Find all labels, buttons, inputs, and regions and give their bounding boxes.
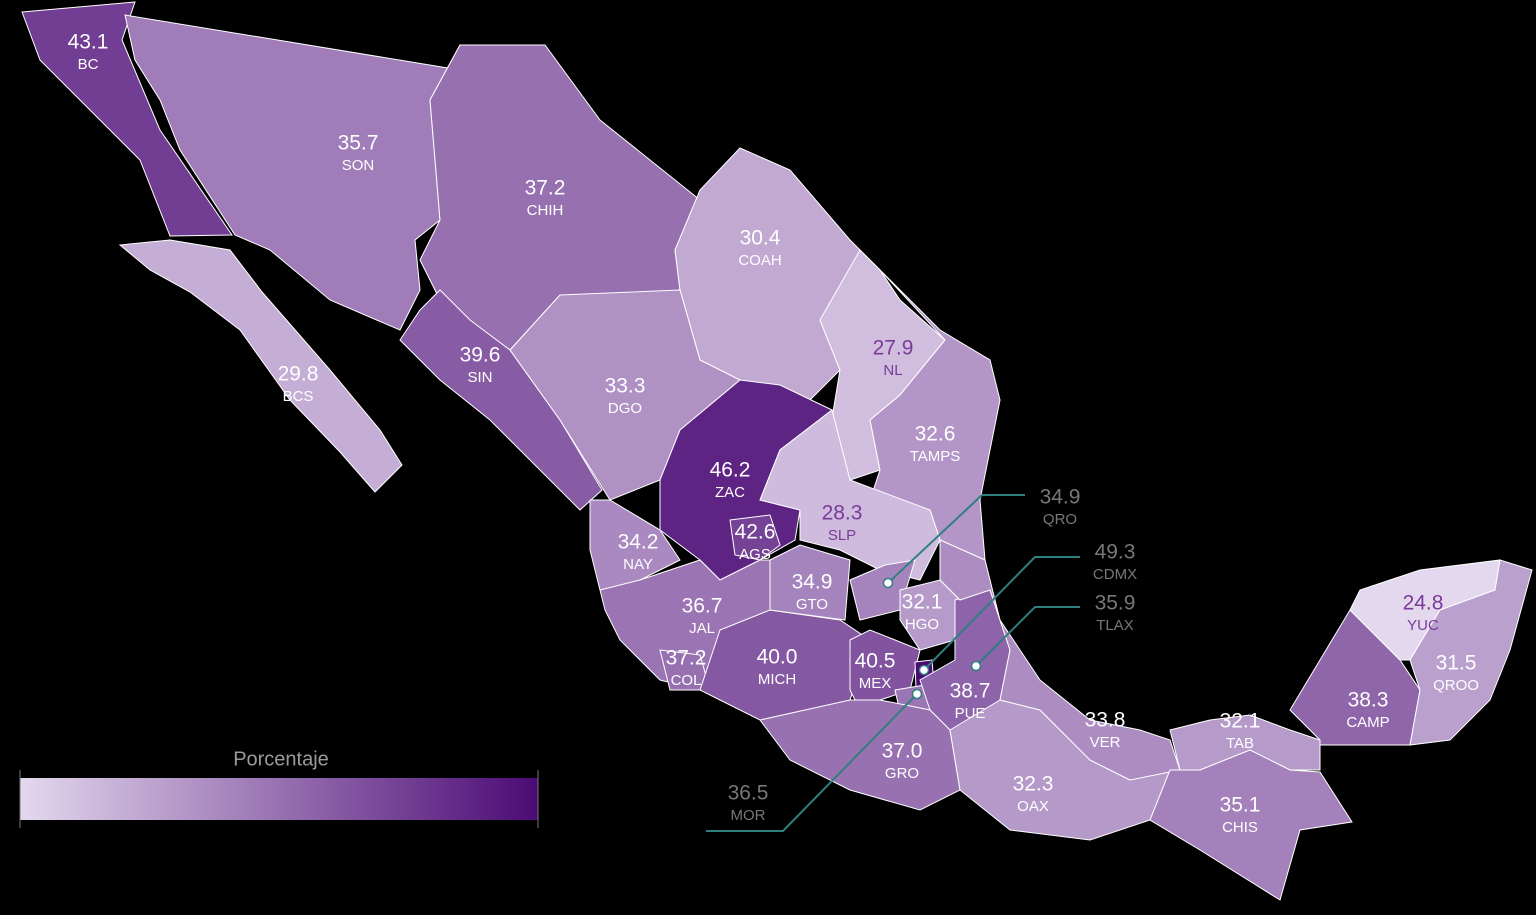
state — [759, 409, 941, 581]
state-abbr: CDMX — [1093, 566, 1137, 583]
state-value: 40.0 — [757, 646, 798, 669]
state — [399, 289, 603, 511]
state — [939, 539, 1181, 781]
state-abbr: QRO — [1043, 511, 1077, 528]
legend-bar — [20, 778, 538, 820]
callout-line — [975, 606, 1080, 667]
legend-title: Porcentaje — [233, 748, 329, 770]
state-abbr: VER — [1090, 734, 1121, 751]
callout-dot — [918, 664, 930, 676]
state-value: 32.3 — [1013, 773, 1054, 796]
state-abbr: NAY — [623, 556, 653, 573]
state-value: 28.3 — [822, 502, 863, 525]
state-abbr: COAH — [738, 252, 781, 269]
state-abbr: HGO — [905, 616, 939, 633]
state-value: 36.7 — [682, 595, 723, 618]
state-value: 34.9 — [1040, 486, 1081, 509]
callout-line — [706, 693, 918, 832]
state-value: 36.5 — [728, 782, 769, 805]
state-abbr: YUC — [1407, 617, 1439, 634]
state-abbr: MICH — [758, 671, 796, 688]
state-abbr: TAMPS — [910, 448, 961, 465]
state — [1149, 749, 1353, 901]
state-abbr: SON — [342, 157, 375, 174]
callout-dot — [970, 660, 982, 672]
state-abbr: JAL — [689, 620, 715, 637]
state-value: 34.2 — [618, 531, 659, 554]
state-abbr: GRO — [885, 765, 919, 782]
state-value: 46.2 — [710, 459, 751, 482]
state-value: 31.5 — [1436, 652, 1477, 675]
state-value: 40.5 — [855, 650, 896, 673]
state-value: 35.9 — [1095, 592, 1136, 615]
state-abbr: QROO — [1433, 677, 1479, 694]
state-value: 30.4 — [740, 227, 781, 250]
state-value: 38.3 — [1348, 689, 1389, 712]
state-abbr: SIN — [467, 369, 492, 386]
state-value: 27.9 — [873, 337, 914, 360]
state-value: 43.1 — [68, 31, 109, 54]
state-abbr: AGS — [739, 546, 771, 563]
state-abbr: MEX — [859, 675, 892, 692]
state-value: 37.0 — [882, 740, 923, 763]
state-value: 24.8 — [1403, 592, 1444, 615]
state-abbr: GTO — [796, 596, 828, 613]
state-value: 35.7 — [338, 132, 379, 155]
state — [759, 699, 961, 811]
state-value: 38.7 — [950, 680, 991, 703]
state — [729, 514, 781, 561]
callout-dot — [882, 577, 894, 589]
state — [1409, 559, 1533, 746]
state-abbr: CHIS — [1222, 819, 1258, 836]
state-value: 29.8 — [278, 363, 319, 386]
state-value: 35.1 — [1220, 794, 1261, 817]
callout-dot — [911, 688, 923, 700]
state-abbr: CAMP — [1346, 714, 1389, 731]
state-abbr: COL — [671, 672, 702, 689]
state-value: 32.1 — [902, 591, 943, 614]
state-value: 49.3 — [1095, 541, 1136, 564]
state — [659, 379, 833, 581]
state-abbr: NL — [883, 362, 902, 379]
labels: 43.1 BC 29.8 BCS 35.7 SON 37.2 CHIH 30.4 COAH 27.9… — [68, 31, 1479, 836]
state — [769, 544, 851, 621]
state — [849, 559, 916, 621]
state-abbr: BC — [78, 56, 99, 73]
state-value: 34.9 — [792, 571, 833, 594]
state-value: 37.2 — [525, 177, 566, 200]
state-value: 42.6 — [735, 521, 776, 544]
state-value: 33.3 — [605, 375, 646, 398]
callout-line — [923, 556, 1080, 671]
state-abbr: CHIH — [527, 202, 564, 219]
state-abbr: BCS — [283, 388, 314, 405]
state-abbr: ZAC — [715, 484, 745, 501]
state-value: 39.6 — [460, 344, 501, 367]
state-abbr: MOR — [731, 807, 766, 824]
callout-line — [887, 494, 1025, 584]
state-abbr: TLAX — [1096, 617, 1134, 634]
state — [118, 239, 403, 493]
state-abbr: PUE — [955, 705, 986, 722]
states — [21, 1, 1533, 901]
state-abbr: TAB — [1226, 735, 1254, 752]
state-abbr: OAX — [1017, 798, 1049, 815]
state-value: 32.1 — [1220, 710, 1261, 733]
state-value: 37.2 — [666, 647, 707, 670]
state-abbr: DGO — [608, 400, 642, 417]
state-value: 32.6 — [915, 423, 956, 446]
state-value: 33.8 — [1085, 709, 1126, 732]
state-abbr: SLP — [828, 527, 856, 544]
